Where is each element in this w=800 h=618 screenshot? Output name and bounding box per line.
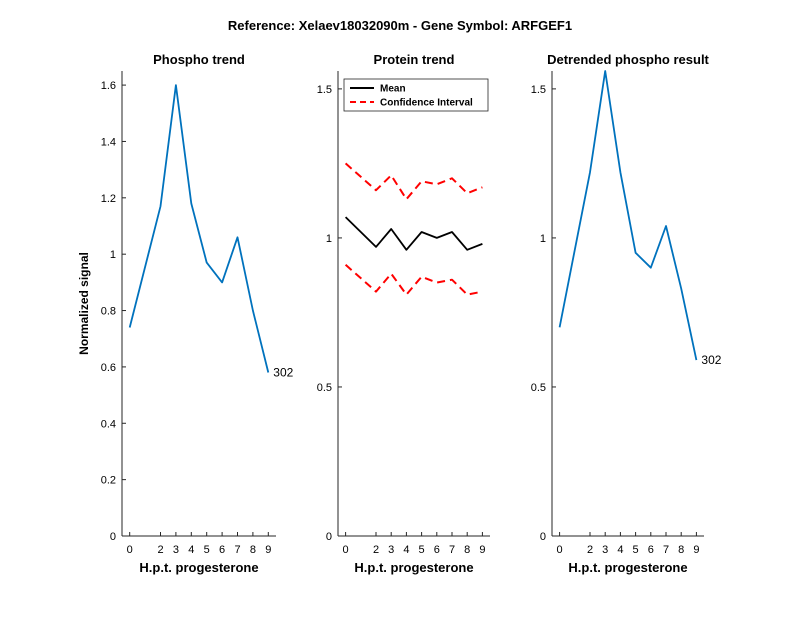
y-tick-label: 0 bbox=[326, 531, 332, 543]
y-tick-label: 1.5 bbox=[317, 84, 332, 96]
y-tick-label: 0.5 bbox=[531, 382, 546, 394]
y-tick-label: 1 bbox=[326, 233, 332, 245]
x-tick-label: 2 bbox=[157, 544, 163, 556]
legend-ci-label: Confidence Interval bbox=[380, 98, 473, 109]
y-tick-label: 1.2 bbox=[101, 193, 116, 205]
y-tick-label: 1 bbox=[110, 249, 116, 261]
y-axis-label: Normalized signal bbox=[77, 252, 91, 355]
panel-title: Phospho trend bbox=[153, 52, 245, 67]
panel-title: Detrended phospho result bbox=[547, 52, 709, 67]
mean-line bbox=[344, 216, 483, 251]
x-tick-label: 3 bbox=[602, 544, 608, 556]
x-tick-label: 5 bbox=[204, 544, 210, 556]
panel-title: Protein trend bbox=[374, 52, 455, 67]
panel-protein-trend: Protein trend 0 2 3 4 5 6 7 8 9 0 0.5 1 1.5 H.p.t. pro… bbox=[317, 52, 490, 575]
x-tick-label: 0 bbox=[557, 544, 563, 556]
x-tick-label: 2 bbox=[373, 544, 379, 556]
x-tick-label: 9 bbox=[479, 544, 485, 556]
x-tick-label: 8 bbox=[250, 544, 256, 556]
x-tick-label: 8 bbox=[678, 544, 684, 556]
x-axis-label: H.p.t. progesterone bbox=[139, 560, 258, 575]
legend: Mean Confidence Interval bbox=[343, 78, 489, 112]
x-tick-label: 5 bbox=[633, 544, 639, 556]
legend-box bbox=[343, 78, 489, 112]
x-axis-label: H.p.t. progesterone bbox=[354, 560, 473, 575]
x-tick-label: 6 bbox=[219, 544, 225, 556]
x-tick-label: 4 bbox=[403, 544, 409, 556]
y-tick-label: 0 bbox=[110, 531, 116, 543]
x-tick-label: 6 bbox=[434, 544, 440, 556]
y-tick-label: 0 bbox=[540, 531, 546, 543]
x-tick-label: 3 bbox=[388, 544, 394, 556]
y-tick-label: 1.6 bbox=[101, 80, 116, 92]
x-tick-label: 8 bbox=[464, 544, 470, 556]
x-tick-label: 6 bbox=[648, 544, 654, 556]
y-tick-label: 1.5 bbox=[531, 84, 546, 96]
x-tick-label: 2 bbox=[587, 544, 593, 556]
legend-mean-label: Mean bbox=[380, 84, 406, 95]
x-tick-label: 9 bbox=[693, 544, 699, 556]
panel-detrended-phospho: Detrended phospho result 0 2 3 4 5 6 7 8 9 0 0.5 1 1.… bbox=[531, 52, 722, 575]
y-tick-label: 0.4 bbox=[101, 418, 116, 430]
y-tick-label: 0.6 bbox=[101, 362, 116, 374]
x-tick-label: 9 bbox=[265, 544, 271, 556]
x-tick-label: 7 bbox=[449, 544, 455, 556]
confidence-interval-line bbox=[344, 162, 483, 201]
panel-phospho-trend: Phospho trend 0 2 3 4 5 6 7 8 9 0 0.2 0.4 0.6 0.8 1 1.2 1… bbox=[77, 52, 294, 575]
x-tick-label: 0 bbox=[343, 544, 349, 556]
figure-title: Reference: Xelaev18032090m - Gene Symbol… bbox=[228, 18, 572, 33]
y-tick-label: 0.5 bbox=[317, 382, 332, 394]
series-end-label: 302 bbox=[701, 353, 721, 367]
series-end-label: 302 bbox=[273, 366, 293, 380]
x-tick-label: 0 bbox=[127, 544, 133, 556]
x-tick-label: 4 bbox=[617, 544, 623, 556]
x-tick-label: 7 bbox=[234, 544, 240, 556]
x-tick-label: 3 bbox=[173, 544, 179, 556]
y-tick-label: 1.4 bbox=[101, 136, 116, 148]
x-axis-label: H.p.t. progesterone bbox=[568, 560, 687, 575]
y-tick-label: 0.2 bbox=[101, 475, 116, 487]
confidence-interval-line bbox=[344, 264, 483, 296]
series-line-302 bbox=[128, 84, 270, 373]
series-line-302 bbox=[558, 70, 698, 361]
x-tick-label: 5 bbox=[419, 544, 425, 556]
x-tick-label: 7 bbox=[663, 544, 669, 556]
x-tick-label: 4 bbox=[188, 544, 194, 556]
y-tick-label: 1 bbox=[540, 233, 546, 245]
y-tick-label: 0.8 bbox=[101, 306, 116, 318]
